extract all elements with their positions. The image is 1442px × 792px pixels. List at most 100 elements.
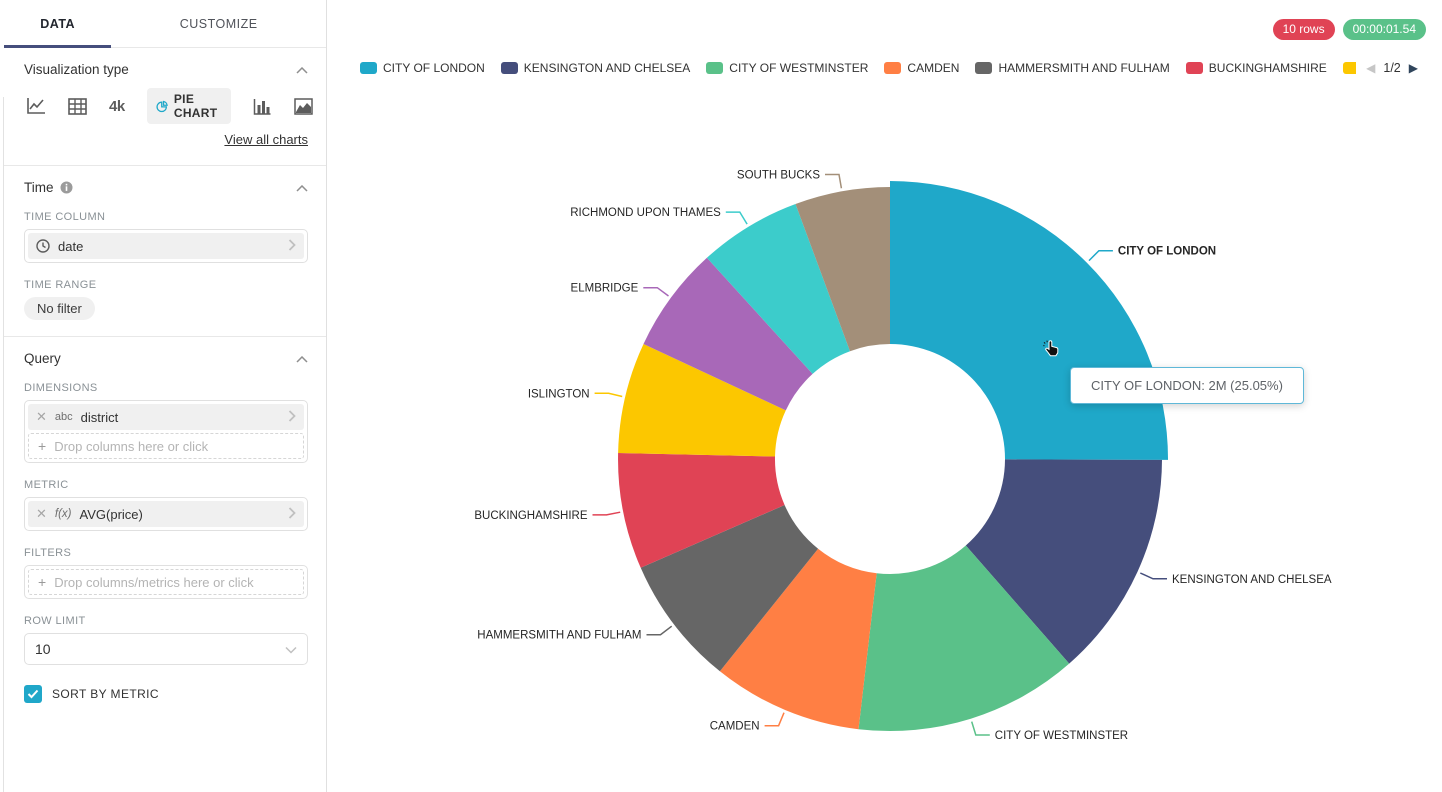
chevron-right-icon[interactable] [288, 409, 296, 425]
legend-swatch [706, 62, 724, 74]
legend-item-kensington-and-chelsea[interactable]: KENSINGTON AND CHELSEA [500, 61, 691, 75]
pie-slice-kensington-and-chelsea[interactable] [965, 459, 1162, 664]
filters-dropzone[interactable]: + Drop columns/metrics here or click [28, 569, 304, 595]
clock-icon [36, 239, 50, 253]
chart-panel: 10 rows 00:00:01.54 CITY OF LONDON KENSIN… [327, 0, 1442, 792]
legend-item-hammersmith-and-fulham[interactable]: HAMMERSMITH AND FULHAM [975, 61, 1170, 75]
pie-slice-city-of-london[interactable] [890, 180, 1169, 460]
metric-label: METRIC [24, 479, 69, 491]
pie-label-richmond-upon-thames: RICHMOND UPON THAMES [570, 207, 721, 219]
view-all-charts-link[interactable]: View all charts [224, 132, 308, 147]
pie-slice-buckinghamshire[interactable] [618, 453, 785, 568]
tab-data[interactable]: DATA [4, 0, 112, 48]
legend-item-city-of-westminster[interactable]: CITY OF WESTMINSTER [706, 61, 868, 75]
legend-label: CAMDEN [907, 61, 960, 75]
time-column-control[interactable]: date [24, 229, 308, 263]
pie-slice-islington[interactable] [618, 344, 786, 457]
next-page-icon[interactable]: ▶ [1408, 61, 1418, 75]
chevron-up-icon[interactable] [296, 180, 308, 195]
pie-chart-icon [156, 100, 168, 112]
line-chart-icon[interactable] [26, 97, 46, 115]
chart-legend: CITY OF LONDON KENSINGTON AND CHELSEA CITY… [327, 59, 1442, 77]
pie-slice-richmond-upon-thames[interactable] [706, 204, 850, 374]
legend-swatch [360, 62, 377, 74]
pie-label-line-city-of-westminster [970, 721, 990, 736]
chevron-right-icon[interactable] [288, 238, 296, 254]
legend-swatch [500, 62, 518, 74]
metric-value: AVG(price) [79, 506, 143, 522]
pie-slice-south-bucks[interactable] [795, 187, 891, 352]
column-type-abc: abc [54, 411, 73, 423]
legend-swatch [1185, 62, 1203, 74]
checkbox-check-icon [27, 689, 39, 699]
add-icon: + [38, 574, 47, 590]
sort-by-metric-checkbox[interactable] [24, 685, 42, 703]
bar-chart-icon[interactable] [253, 98, 272, 115]
tab-customize[interactable]: CUSTOMIZE [179, 16, 258, 31]
sidebar-tabs: DATA CUSTOMIZE [4, 0, 326, 48]
legend-label: BUCKINGHAMSHIRE [1208, 61, 1327, 75]
dimension-chip-district[interactable]: ✕ abc district [28, 404, 304, 430]
legend-items: CITY OF LONDON KENSINGTON AND CHELSEA CITY… [360, 59, 1357, 77]
pie-label-line-city-of-london [1088, 249, 1113, 262]
filters-control: + Drop columns/metrics here or click [24, 565, 308, 599]
row-limit-select[interactable]: 10 [24, 633, 308, 665]
pie-label-south-bucks: SOUTH BUCKS [737, 170, 820, 182]
query-status-badges: 10 rows 00:00:01.54 [1272, 19, 1426, 40]
info-icon[interactable] [60, 181, 73, 194]
pie-label-line-islington [594, 392, 623, 398]
sort-by-metric-label: SORT BY METRIC [52, 687, 159, 701]
query-duration-badge[interactable]: 00:00:01.54 [1342, 19, 1426, 40]
chart-tooltip: CITY OF LONDON: 2M (25.05%) [1070, 367, 1304, 404]
pie-label-camden: CAMDEN [710, 721, 760, 733]
sort-by-metric-row[interactable]: SORT BY METRIC [24, 685, 308, 703]
control-sidebar: DATA CUSTOMIZE Visualization type [4, 0, 327, 792]
time-section-title: Time [24, 180, 54, 195]
time-range-label: TIME RANGE [24, 279, 97, 291]
chevron-up-icon[interactable] [296, 62, 308, 77]
pie-slice-camden[interactable] [719, 548, 877, 730]
pie-slice-elmbridge[interactable] [643, 257, 813, 411]
time-range-value[interactable]: No filter [24, 297, 95, 320]
pie-label-elmbridge: ELMBRIDGE [571, 283, 639, 295]
legend-item-camden[interactable]: CAMDEN [884, 61, 959, 75]
prev-page-icon[interactable]: ◀ [1366, 61, 1376, 75]
selected-viz-pie-chart[interactable]: PIE CHART [146, 88, 232, 124]
legend-item-city-of-london[interactable]: CITY OF LONDON [360, 61, 485, 75]
chevron-up-icon[interactable] [296, 351, 308, 366]
dimensions-label: DIMENSIONS [24, 382, 98, 394]
row-count-badge[interactable]: 10 rows [1272, 19, 1335, 40]
legend-label: KENSINGTON AND CHELSEA [523, 61, 691, 75]
legend-item-truncated-islington[interactable] [1342, 62, 1357, 74]
hand-pointer-cursor [1043, 339, 1061, 363]
add-icon: + [38, 438, 47, 454]
legend-label: HAMMERSMITH AND FULHAM [998, 61, 1170, 75]
filters-label: FILTERS [24, 547, 72, 559]
area-chart-icon[interactable] [294, 97, 313, 115]
time-column-value: date [58, 238, 84, 254]
viz-type-shortcuts: 4k PIE CHART [26, 88, 313, 124]
metric-control: ✕ f(x) AVG(price) [24, 497, 308, 531]
dimensions-dropzone[interactable]: + Drop columns here or click [28, 433, 304, 459]
pie-label-city-of-westminster: CITY OF WESTMINSTER [995, 730, 1128, 742]
legend-swatch [975, 62, 993, 74]
pie-label-line-south-bucks [825, 173, 843, 189]
collapsed-panel-divider [3, 97, 4, 792]
big-number-icon[interactable]: 4k [109, 97, 125, 115]
table-icon[interactable] [68, 97, 87, 115]
chevron-right-icon[interactable] [288, 506, 296, 522]
function-type-icon: f(x) [54, 508, 72, 520]
row-limit-label: ROW LIMIT [24, 615, 86, 627]
pie-slice-hammersmith-and-fulham[interactable] [640, 505, 819, 672]
remove-icon[interactable]: ✕ [36, 409, 47, 424]
legend-label: CITY OF WESTMINSTER [729, 61, 869, 75]
legend-item-buckinghamshire[interactable]: BUCKINGHAMSHIRE [1185, 61, 1327, 75]
metric-chip-avg-price[interactable]: ✕ f(x) AVG(price) [28, 501, 304, 527]
pie-slice-city-of-westminster[interactable] [858, 545, 1070, 732]
dimensions-control: ✕ abc district + Drop columns here or cl… [24, 400, 308, 463]
remove-icon[interactable]: ✕ [36, 506, 47, 521]
pie-label-line-buckinghamshire [592, 511, 621, 516]
pie-label-city-of-london: CITY OF LONDON [1118, 246, 1216, 258]
visualization-type-title: Visualization type [24, 62, 129, 77]
